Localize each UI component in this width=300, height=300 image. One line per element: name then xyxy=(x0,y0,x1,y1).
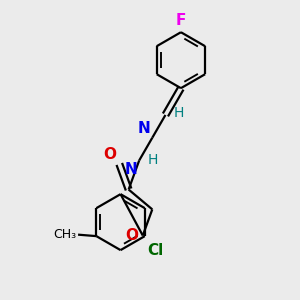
Text: N: N xyxy=(138,121,151,136)
Text: O: O xyxy=(103,148,116,163)
Text: N: N xyxy=(125,162,138,177)
Text: Cl: Cl xyxy=(148,243,164,258)
Text: O: O xyxy=(125,228,138,243)
Text: F: F xyxy=(176,14,186,28)
Text: H: H xyxy=(147,154,158,167)
Text: H: H xyxy=(174,106,184,121)
Text: CH₃: CH₃ xyxy=(53,228,76,241)
